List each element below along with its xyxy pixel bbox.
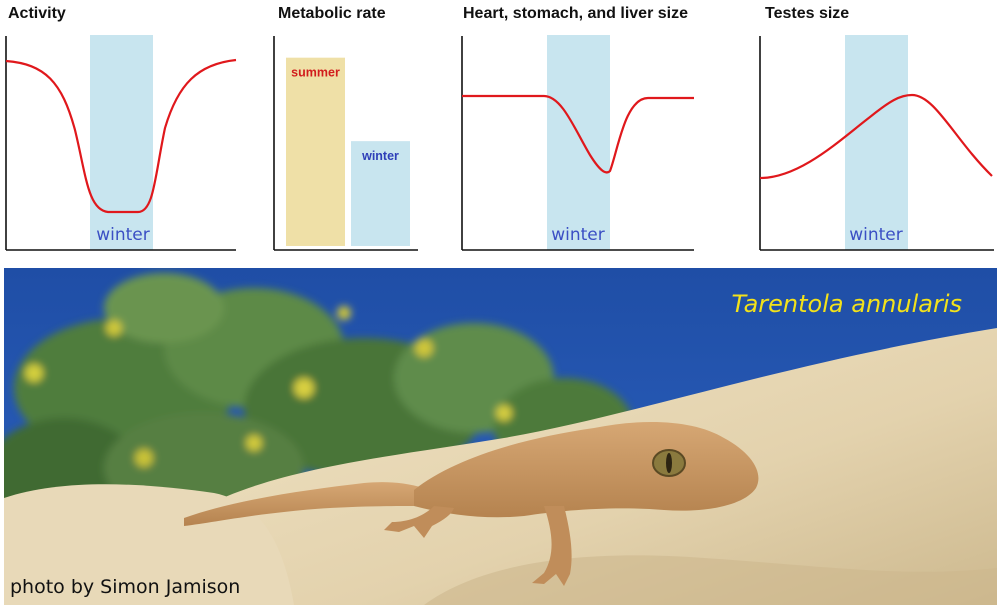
metabolic-bar-winter [351,141,410,246]
gecko-body [414,422,759,518]
testes-winter-band [845,35,908,250]
organ-size-panel: Heart, stomach, and liver size winter [461,5,694,251]
cactus-foliage [4,273,634,538]
gecko-rear-leg [384,506,454,538]
organ-size-curve [462,94,694,174]
activity-title: Activity [8,5,66,22]
metabolic-panel: Metabolic rate summer winter [273,5,418,251]
testes-winter-label: winter [849,225,903,245]
metabolic-title: Metabolic rate [278,5,386,22]
testes-panel: Testes size winter [759,5,994,251]
species-name: Tarentola annularis [731,290,962,318]
activity-winter-band [90,35,153,250]
gecko-photo: Tarentola annularis photo by Simon Jamis… [4,268,997,605]
graph-panels: Activity winter Metabolic rate summer wi… [5,5,994,251]
testes-title: Testes size [765,5,849,22]
metabolic-bar-winter-label: winter [361,149,399,163]
gecko-front-leg [532,506,572,586]
activity-winter-label: winter [96,225,150,245]
gecko [184,422,759,586]
testes-curve [759,93,993,180]
activity-panel: Activity winter [5,5,237,251]
metabolic-bar-summer-label: summer [291,66,340,80]
activity-curve [5,58,237,214]
gecko-tail [184,482,424,526]
organ-size-title: Heart, stomach, and liver size [463,5,688,22]
metabolic-bar-summer [286,57,345,247]
photo-credit: photo by Simon Jamison [10,576,240,598]
organ-size-winter-band [547,35,610,250]
organ-size-winter-label: winter [551,225,605,245]
gecko-pupil [666,453,672,473]
